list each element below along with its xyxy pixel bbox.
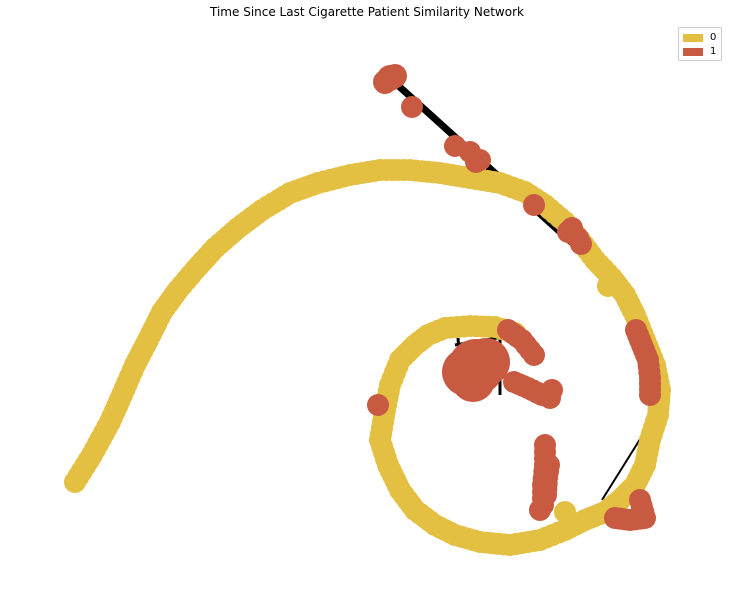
node-group-1 bbox=[523, 344, 545, 366]
node-group-1 bbox=[541, 379, 563, 401]
legend: 0 1 bbox=[678, 27, 722, 61]
node-group-1 bbox=[401, 96, 423, 118]
chart-title: Time Since Last Cigarette Patient Simila… bbox=[210, 5, 524, 19]
legend-label-1: 1 bbox=[710, 46, 717, 57]
node-group-1 bbox=[570, 233, 592, 255]
legend-entry-0: 0 bbox=[683, 31, 717, 45]
node-group-0 bbox=[554, 501, 576, 523]
node-group-1 bbox=[373, 70, 397, 94]
node-group-1 bbox=[523, 194, 545, 216]
node-group-1 bbox=[465, 151, 487, 173]
node-layer bbox=[64, 64, 671, 556]
node-group-0 bbox=[597, 275, 619, 297]
legend-swatch-1 bbox=[683, 48, 703, 56]
legend-label-0: 0 bbox=[710, 32, 717, 43]
node-group-1 bbox=[639, 384, 661, 406]
node-group-1 bbox=[367, 394, 389, 416]
legend-swatch-0 bbox=[683, 34, 703, 42]
legend-entry-1: 1 bbox=[683, 45, 717, 59]
node-group-1 bbox=[535, 484, 557, 506]
node-group-1 bbox=[451, 358, 495, 402]
node-group-1 bbox=[629, 489, 651, 511]
